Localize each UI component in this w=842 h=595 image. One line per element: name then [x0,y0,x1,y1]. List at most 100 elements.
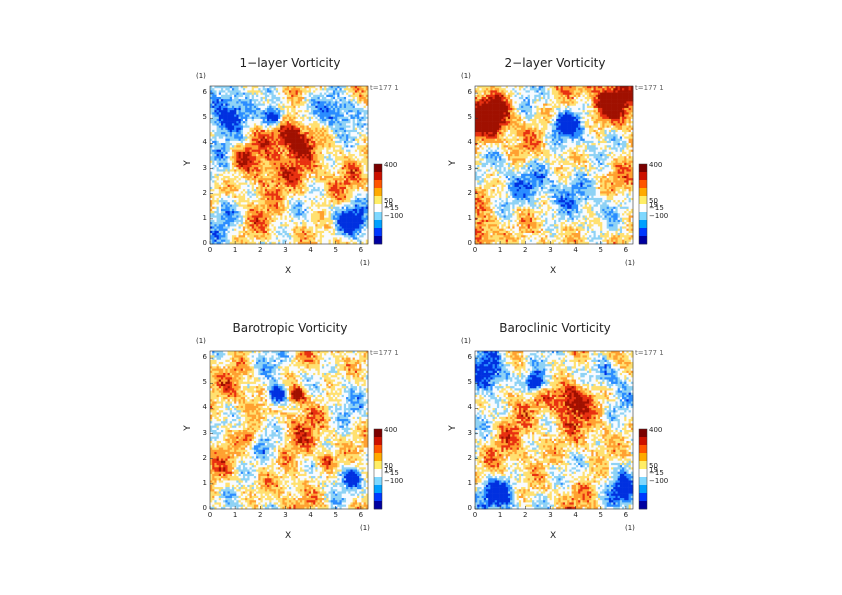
colorbar-segment [639,196,647,205]
y-tick-label: 5 [199,113,207,121]
panel-title: 2−layer Vorticity [475,56,635,70]
y-unit-label: (1) [196,72,206,80]
y-tick-label: 3 [199,429,207,437]
colorbar-segment [374,172,382,181]
colorbar-segment [374,501,382,510]
x-tick-label: 4 [305,246,317,254]
x-axis-label: X [550,266,556,276]
vorticity-field-plot [474,350,648,510]
colorbar-segment [639,445,647,454]
panel-title: 1−layer Vorticity [210,56,370,70]
colorbar-label: 50 [384,462,393,470]
colorbar-segment [639,485,647,494]
x-unit-label: (1) [625,259,635,267]
y-tick-label: 4 [464,138,472,146]
time-label: t=177 1 [635,84,664,92]
x-tick-label: 5 [595,511,607,519]
vorticity-field-plot [474,85,648,245]
x-tick-label: 4 [305,511,317,519]
y-tick-label: 0 [199,504,207,512]
y-tick-label: 2 [199,189,207,197]
time-label: t=177 1 [370,349,399,357]
colorbar-segment [639,228,647,237]
colorbar-label: −15 [649,204,664,212]
colorbar-segment [374,469,382,478]
y-tick-label: 1 [464,479,472,487]
y-tick-label: 6 [199,353,207,361]
x-tick-label: 6 [620,246,632,254]
colorbar-segment [374,461,382,470]
x-unit-label: (1) [360,524,370,532]
y-tick-label: 1 [199,214,207,222]
x-tick-label: 3 [544,246,556,254]
y-tick-label: 1 [464,214,472,222]
x-tick-label: 0 [469,511,481,519]
colorbar-label: −15 [384,469,399,477]
colorbar-label: −15 [384,204,399,212]
colorbar-segment [639,172,647,181]
x-tick-label: 6 [620,511,632,519]
colorbar-segment [639,429,647,438]
colorbar-label: 19 [649,466,658,474]
time-label: t=177 1 [635,349,664,357]
colorbar-segment [374,445,382,454]
y-unit-label: (1) [461,337,471,345]
colorbar-label: −15 [649,469,664,477]
colorbar-segment [639,453,647,462]
colorbar-segment [639,493,647,502]
panel-title: Baroclinic Vorticity [475,321,635,335]
x-tick-label: 5 [330,246,342,254]
colorbar-segment [639,180,647,189]
colorbar-segment [639,204,647,213]
x-tick-label: 0 [204,246,216,254]
y-tick-label: 5 [464,113,472,121]
x-tick-label: 3 [279,511,291,519]
colorbar-label: 400 [384,426,397,434]
colorbar-label: −100 [649,477,668,485]
colorbar-segment [374,493,382,502]
colorbar-segment [639,220,647,229]
colorbar-segment [374,437,382,446]
x-tick-label: 6 [355,511,367,519]
colorbar-segment [374,196,382,205]
colorbar-label: 400 [649,161,662,169]
colorbar-label: 400 [649,426,662,434]
colorbar-label: 50 [649,462,658,470]
x-tick-label: 2 [519,246,531,254]
colorbar-segment [374,453,382,462]
x-tick-label: 2 [519,511,531,519]
colorbar-segment [639,437,647,446]
y-tick-label: 4 [199,138,207,146]
x-tick-label: 4 [570,246,582,254]
y-tick-label: 4 [199,403,207,411]
colorbar-segment [639,469,647,478]
colorbar-label: 400 [384,161,397,169]
colorbar-label: 19 [384,201,393,209]
vorticity-field-plot [209,350,383,510]
y-tick-label: 3 [464,164,472,172]
colorbar-label: −100 [384,477,403,485]
x-tick-label: 1 [229,511,241,519]
x-tick-label: 1 [494,246,506,254]
y-tick-label: 6 [464,353,472,361]
x-unit-label: (1) [360,259,370,267]
y-tick-label: 0 [464,239,472,247]
colorbar-segment [374,212,382,221]
x-axis-label: X [285,531,291,541]
colorbar-segment [374,220,382,229]
colorbar-segment [374,485,382,494]
y-tick-label: 0 [199,239,207,247]
x-tick-label: 1 [229,246,241,254]
time-label: t=177 1 [370,84,399,92]
colorbar-label: 19 [649,201,658,209]
y-tick-label: 3 [464,429,472,437]
colorbar-segment [374,180,382,189]
colorbar-segment [639,461,647,470]
vorticity-field-plot [209,85,383,245]
colorbar-label: 50 [649,197,658,205]
x-axis-label: X [285,266,291,276]
